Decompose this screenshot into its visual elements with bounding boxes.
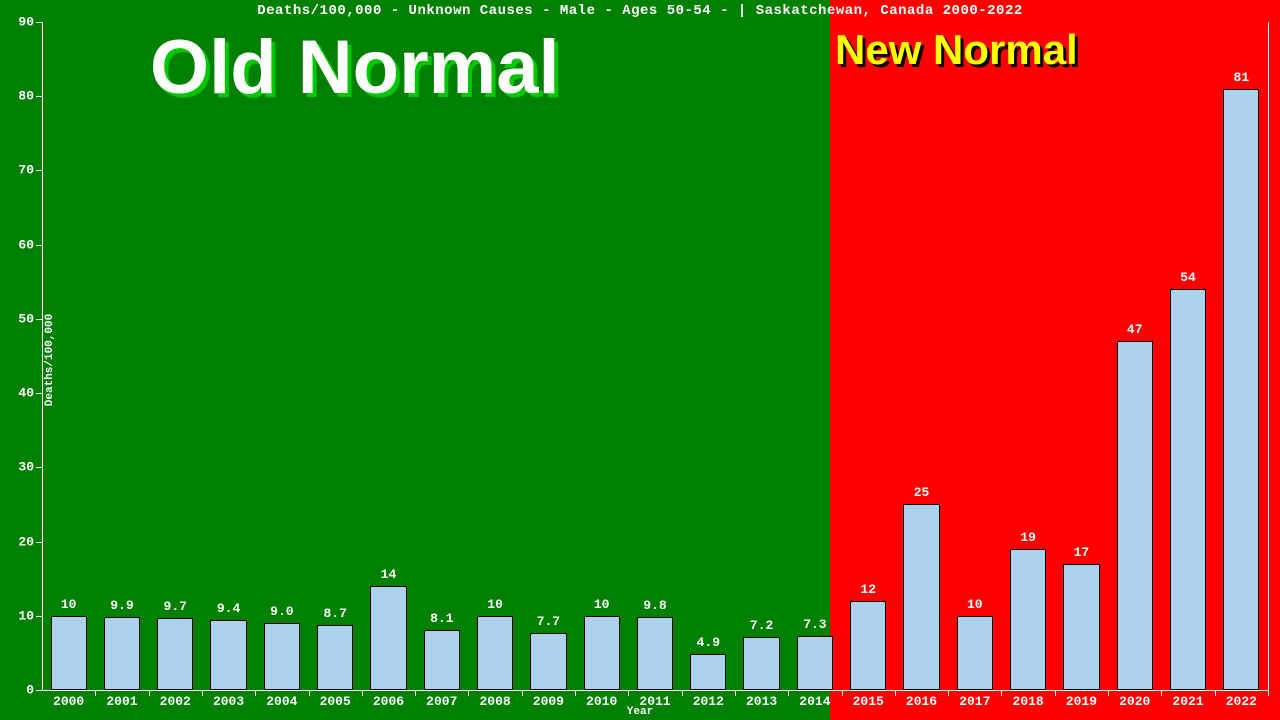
bar-value-label: 10 <box>594 597 610 612</box>
x-tick-label: 2002 <box>160 694 191 709</box>
y-tick-label: 40 <box>18 386 34 401</box>
bar-value-label: 7.7 <box>537 614 560 629</box>
x-tick-label: 2003 <box>213 694 244 709</box>
x-tick-label: 2016 <box>906 694 937 709</box>
bar-value-label: 9.0 <box>270 604 293 619</box>
y-tick-label: 70 <box>18 163 34 178</box>
bar-value-label: 14 <box>381 567 397 582</box>
bar <box>743 637 779 690</box>
bar <box>477 616 513 690</box>
x-tick-label: 2018 <box>1013 694 1044 709</box>
bar-value-label: 9.4 <box>217 601 240 616</box>
bar <box>157 618 193 690</box>
bar <box>690 654 726 690</box>
bar <box>1170 289 1206 690</box>
bar-value-label: 10 <box>967 597 983 612</box>
bar-value-label: 81 <box>1234 70 1250 85</box>
y-tick-label: 80 <box>18 89 34 104</box>
y-tick-label: 30 <box>18 460 34 475</box>
bar <box>903 504 939 690</box>
bar-value-label: 25 <box>914 485 930 500</box>
x-tick-label: 2010 <box>586 694 617 709</box>
annotation-text: Old Normal <box>150 24 560 111</box>
bar <box>584 616 620 690</box>
bar <box>370 586 406 690</box>
x-tick-label: 2019 <box>1066 694 1097 709</box>
axis-line <box>42 690 1269 691</box>
bar-value-label: 4.9 <box>697 635 720 650</box>
bar <box>51 616 87 690</box>
bar <box>1223 89 1259 690</box>
x-tick-label: 2020 <box>1119 694 1150 709</box>
bar <box>957 616 993 690</box>
bar-value-label: 8.7 <box>323 606 346 621</box>
y-axis-label: Deaths/100,000 <box>44 314 56 406</box>
x-tick-label: 2021 <box>1172 694 1203 709</box>
y-tick-label: 90 <box>18 15 34 30</box>
bar <box>1117 341 1153 690</box>
bar <box>850 601 886 690</box>
background-region <box>830 0 1280 720</box>
y-tick-label: 0 <box>26 683 34 698</box>
x-tick-label: 2005 <box>320 694 351 709</box>
y-tick-label: 20 <box>18 534 34 549</box>
y-tick-label: 60 <box>18 237 34 252</box>
x-tick-label: 2012 <box>693 694 724 709</box>
axis-line <box>42 22 43 690</box>
x-tick-label: 2008 <box>479 694 510 709</box>
bar <box>637 617 673 690</box>
x-tick-label: 2013 <box>746 694 777 709</box>
bar-value-label: 9.8 <box>643 598 666 613</box>
bar <box>104 617 140 690</box>
x-tick-label: 2011 <box>639 694 670 709</box>
chart-container: Deaths/100,000 - Unknown Causes - Male -… <box>0 0 1280 720</box>
bar-value-label: 12 <box>860 582 876 597</box>
bar <box>1063 564 1099 690</box>
x-tick-label: 2014 <box>799 694 830 709</box>
bar-value-label: 54 <box>1180 270 1196 285</box>
x-tick-label: 2009 <box>533 694 564 709</box>
annotation-text: New Normal <box>835 26 1078 74</box>
chart-title: Deaths/100,000 - Unknown Causes - Male -… <box>0 3 1280 19</box>
x-tick-label: 2007 <box>426 694 457 709</box>
bar-value-label: 8.1 <box>430 611 453 626</box>
bar-value-label: 10 <box>487 597 503 612</box>
bar <box>1010 549 1046 690</box>
x-tick-label: 2015 <box>853 694 884 709</box>
bar <box>797 636 833 690</box>
bar <box>210 620 246 690</box>
x-tick-label: 2022 <box>1226 694 1257 709</box>
bar <box>317 625 353 690</box>
bar-value-label: 7.2 <box>750 618 773 633</box>
bar <box>424 630 460 690</box>
bar-value-label: 7.3 <box>803 617 826 632</box>
bar <box>264 623 300 690</box>
y-tick-label: 50 <box>18 311 34 326</box>
y-tick-label: 10 <box>18 608 34 623</box>
bar-value-label: 9.7 <box>164 599 187 614</box>
axis-line <box>1268 22 1269 690</box>
x-tick-label: 2001 <box>106 694 137 709</box>
x-tick-label: 2006 <box>373 694 404 709</box>
x-tick-label: 2017 <box>959 694 990 709</box>
bar <box>530 633 566 690</box>
x-tick-label: 2000 <box>53 694 84 709</box>
bar-value-label: 17 <box>1074 545 1090 560</box>
bar-value-label: 19 <box>1020 530 1036 545</box>
bar-value-label: 10 <box>61 597 77 612</box>
x-tick-label: 2004 <box>266 694 297 709</box>
bar-value-label: 9.9 <box>110 598 133 613</box>
bar-value-label: 47 <box>1127 322 1143 337</box>
